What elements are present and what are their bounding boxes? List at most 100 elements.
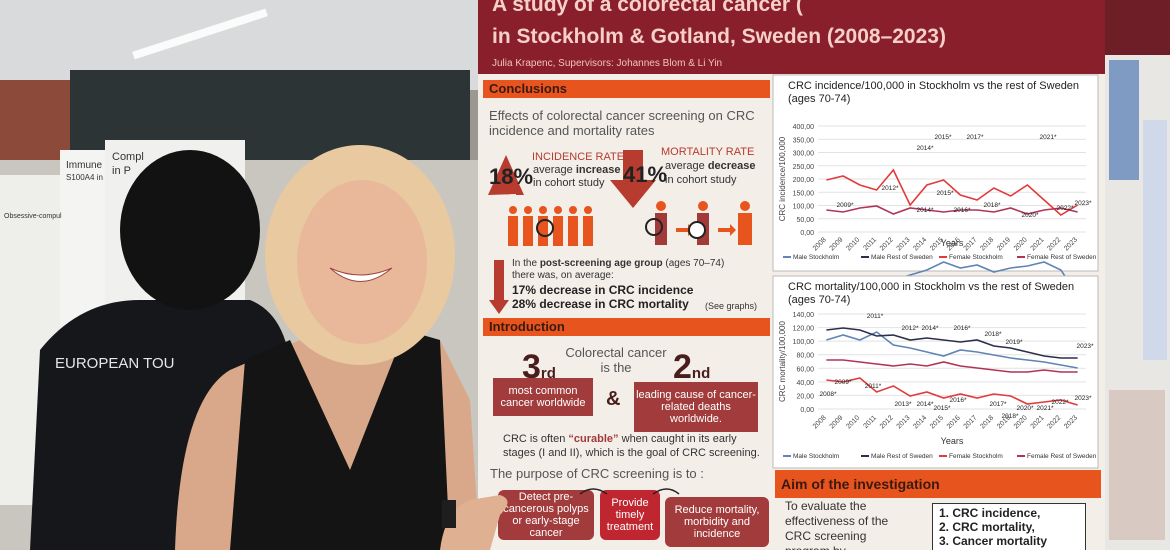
arrow-down (489, 300, 509, 314)
rank-box: most common cancer worldwide (493, 378, 593, 416)
text: average (665, 160, 708, 172)
curable-text: CRC is often “curable” when caught in it… (503, 432, 765, 460)
trend-line (826, 327, 1078, 359)
poster-text: in P (112, 165, 131, 177)
annotation: 2021* (1040, 134, 1057, 141)
text: average (533, 164, 576, 176)
y-tick-label: 0,00 (800, 407, 814, 414)
text: when caught in its early stages (I and I… (503, 433, 760, 459)
conclusions-intro: Effects of colorectal cancer screening o… (489, 108, 755, 138)
annotation: 2023* (1077, 343, 1094, 350)
y-tick-label: 60,00 (796, 366, 814, 373)
aim-item: 2. CRC mortality, (939, 520, 1035, 534)
annotation: 2014* (917, 207, 934, 214)
medical-cross (688, 221, 706, 239)
icons (488, 150, 752, 314)
hand-shape (440, 495, 508, 550)
title-banner (478, 0, 1105, 74)
brick-wall (0, 80, 70, 160)
y-axis-label: CRC mortality/100,000 (778, 320, 787, 401)
y-tick-label: 120,00 (793, 326, 815, 333)
chart-title: CRC incidence/100,000 in Stockholm vs th… (788, 80, 1079, 92)
annotation: 2015* (935, 134, 952, 141)
annotation: 2016* (954, 325, 971, 332)
finding: 28% decrease in CRC mortality (512, 297, 689, 311)
annotation: 2014* (922, 325, 939, 332)
y-tick-label: 50,00 (796, 217, 814, 224)
arrow-down (494, 260, 504, 302)
post-screening-text: In the post-screening age group (ages 70… (512, 258, 724, 269)
annotation: 2014* (917, 145, 934, 152)
y-tick-label: 300,00 (793, 151, 815, 158)
annotation: 2009* (835, 379, 852, 386)
legend-label: Female Rest of Sweden (1027, 254, 1097, 261)
annotation: 2023* (1075, 395, 1092, 402)
face (297, 180, 427, 344)
poster-text: Immune (66, 160, 103, 171)
annotation: 2009* (837, 202, 854, 209)
text: In the (512, 258, 540, 269)
annotation: 2018* (1002, 413, 1019, 420)
x-axis-label: Years (941, 436, 964, 446)
chart-title: CRC mortality/100,000 in Stockholm vs th… (788, 281, 1074, 293)
y-tick-label: 350,00 (793, 137, 815, 144)
ampersand: & (606, 388, 621, 410)
tshirt-print: EUROPEAN TOU (55, 355, 174, 372)
annotation: 2022* (1052, 399, 1069, 406)
y-tick-label: 400,00 (793, 124, 815, 131)
annotation: 2019* (1006, 339, 1023, 346)
title: in Stockholm & Gotland, Sweden (2008–202… (492, 25, 946, 48)
smile (329, 267, 393, 282)
trend-line (826, 359, 1078, 373)
chart-title: (ages 70-74) (788, 93, 850, 105)
mortality-text: average decrease (665, 160, 756, 172)
y-tick-label: 100,00 (793, 204, 815, 211)
trend-line (826, 377, 1078, 406)
legend-label: Female Stockholm (949, 254, 1003, 261)
rank: 3rd (522, 348, 556, 387)
y-tick-label: 100,00 (793, 339, 815, 346)
legend-label: Male Stockholm (793, 254, 839, 261)
y-tick-label: 20,00 (796, 393, 814, 400)
text: “curable” (568, 433, 619, 445)
aim-list: 1. CRC incidence, 2. CRC mortality, 3. C… (932, 503, 1086, 550)
step-arrows (579, 488, 680, 495)
step-box: Provide timely treatment (600, 490, 660, 540)
ceiling-light (132, 8, 268, 60)
aim-item: 3. Cancer mortality (939, 534, 1048, 548)
step-box: Reduce mortality, morbidity and incidenc… (665, 497, 769, 547)
note: (See graphs) (705, 301, 758, 311)
trend-line (826, 331, 1078, 369)
annotation: 2012* (902, 325, 919, 332)
incidence-text: average increase (533, 164, 620, 176)
aim-item: 1. CRC incidence, (939, 506, 1041, 520)
annotation: 2020* (1022, 212, 1039, 219)
intro-lead: Colorectal cancer is the (565, 345, 667, 375)
hair (120, 150, 260, 310)
annotation: 2012* (882, 185, 899, 192)
annotation: 2015* (934, 405, 951, 412)
mortality-text: in cohort study (665, 174, 737, 186)
post-screening-text: there was, on average: (512, 270, 614, 281)
annotation: 2011* (865, 383, 882, 390)
annotation: 2018* (985, 331, 1002, 338)
neighbour-poster (1105, 0, 1170, 550)
text: CRC is often (503, 433, 569, 445)
chart-frame (772, 74, 1099, 272)
trend-line (826, 205, 1078, 215)
text: (ages 70–74) (662, 258, 725, 269)
incidence-text: in cohort study (533, 177, 605, 189)
mortality-value: 41% (623, 162, 668, 187)
legend-label: Male Stockholm (793, 453, 839, 460)
panel (1105, 0, 1170, 55)
chart-title: (ages 70-74) (788, 294, 850, 306)
text: increase (575, 164, 621, 176)
text: post-screening age group (539, 258, 663, 269)
incidence-value: 18% (489, 164, 534, 189)
legend-label: Female Stockholm (949, 453, 1003, 460)
black-top (230, 330, 450, 550)
annotation: 2022* (1057, 205, 1074, 212)
annotation: 2016* (954, 207, 971, 214)
poster-text: Compl (112, 151, 144, 163)
